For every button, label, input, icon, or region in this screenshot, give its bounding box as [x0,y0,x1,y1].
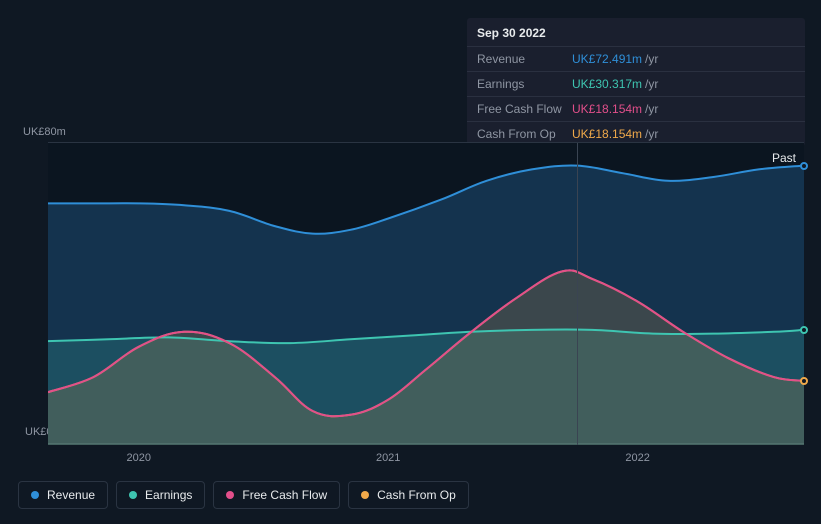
tooltip-label: Revenue [477,52,572,66]
tooltip-panel: Sep 30 2022 Revenue UK£72.491m /yr Earni… [467,18,805,146]
tooltip-unit: /yr [645,77,658,91]
legend-item-fcf[interactable]: Free Cash Flow [213,481,340,509]
series-endpoint [800,377,808,385]
tooltip-date: Sep 30 2022 [467,18,805,46]
tooltip-row-fcf: Free Cash Flow UK£18.154m /yr [467,96,805,121]
tooltip-value: UK£72.491m [572,52,642,66]
series-endpoint [800,326,808,334]
legend-label: Earnings [145,488,192,502]
x-axis-label: 2021 [376,452,400,464]
tooltip-value: UK£30.317m [572,77,642,91]
highlight-vline [577,143,578,445]
legend-dot [129,491,137,499]
tooltip-row-revenue: Revenue UK£72.491m /yr [467,46,805,71]
legend-dot [226,491,234,499]
legend: Revenue Earnings Free Cash Flow Cash Fro… [18,481,469,509]
legend-dot [361,491,369,499]
past-label: Past [772,151,796,165]
chart-container[interactable]: Past [18,142,804,444]
legend-item-earnings[interactable]: Earnings [116,481,205,509]
legend-dot [31,491,39,499]
series-endpoint [800,162,808,170]
legend-item-cfo[interactable]: Cash From Op [348,481,469,509]
tooltip-label: Earnings [477,77,572,91]
tooltip-label: Free Cash Flow [477,102,572,116]
plot-area[interactable]: Past [48,142,804,444]
tooltip-row-earnings: Earnings UK£30.317m /yr [467,71,805,96]
tooltip-value: UK£18.154m [572,127,642,141]
legend-label: Revenue [47,488,95,502]
legend-label: Free Cash Flow [242,488,327,502]
y-axis-top-label: UK£80m [23,126,66,138]
tooltip-unit: /yr [645,102,658,116]
x-axis-label: 2022 [625,452,649,464]
legend-item-revenue[interactable]: Revenue [18,481,108,509]
tooltip-unit: /yr [645,127,658,141]
tooltip-value: UK£18.154m [572,102,642,116]
tooltip-label: Cash From Op [477,127,572,141]
legend-label: Cash From Op [377,488,456,502]
chart-svg [48,143,804,445]
x-axis-label: 2020 [126,452,150,464]
tooltip-unit: /yr [645,52,658,66]
